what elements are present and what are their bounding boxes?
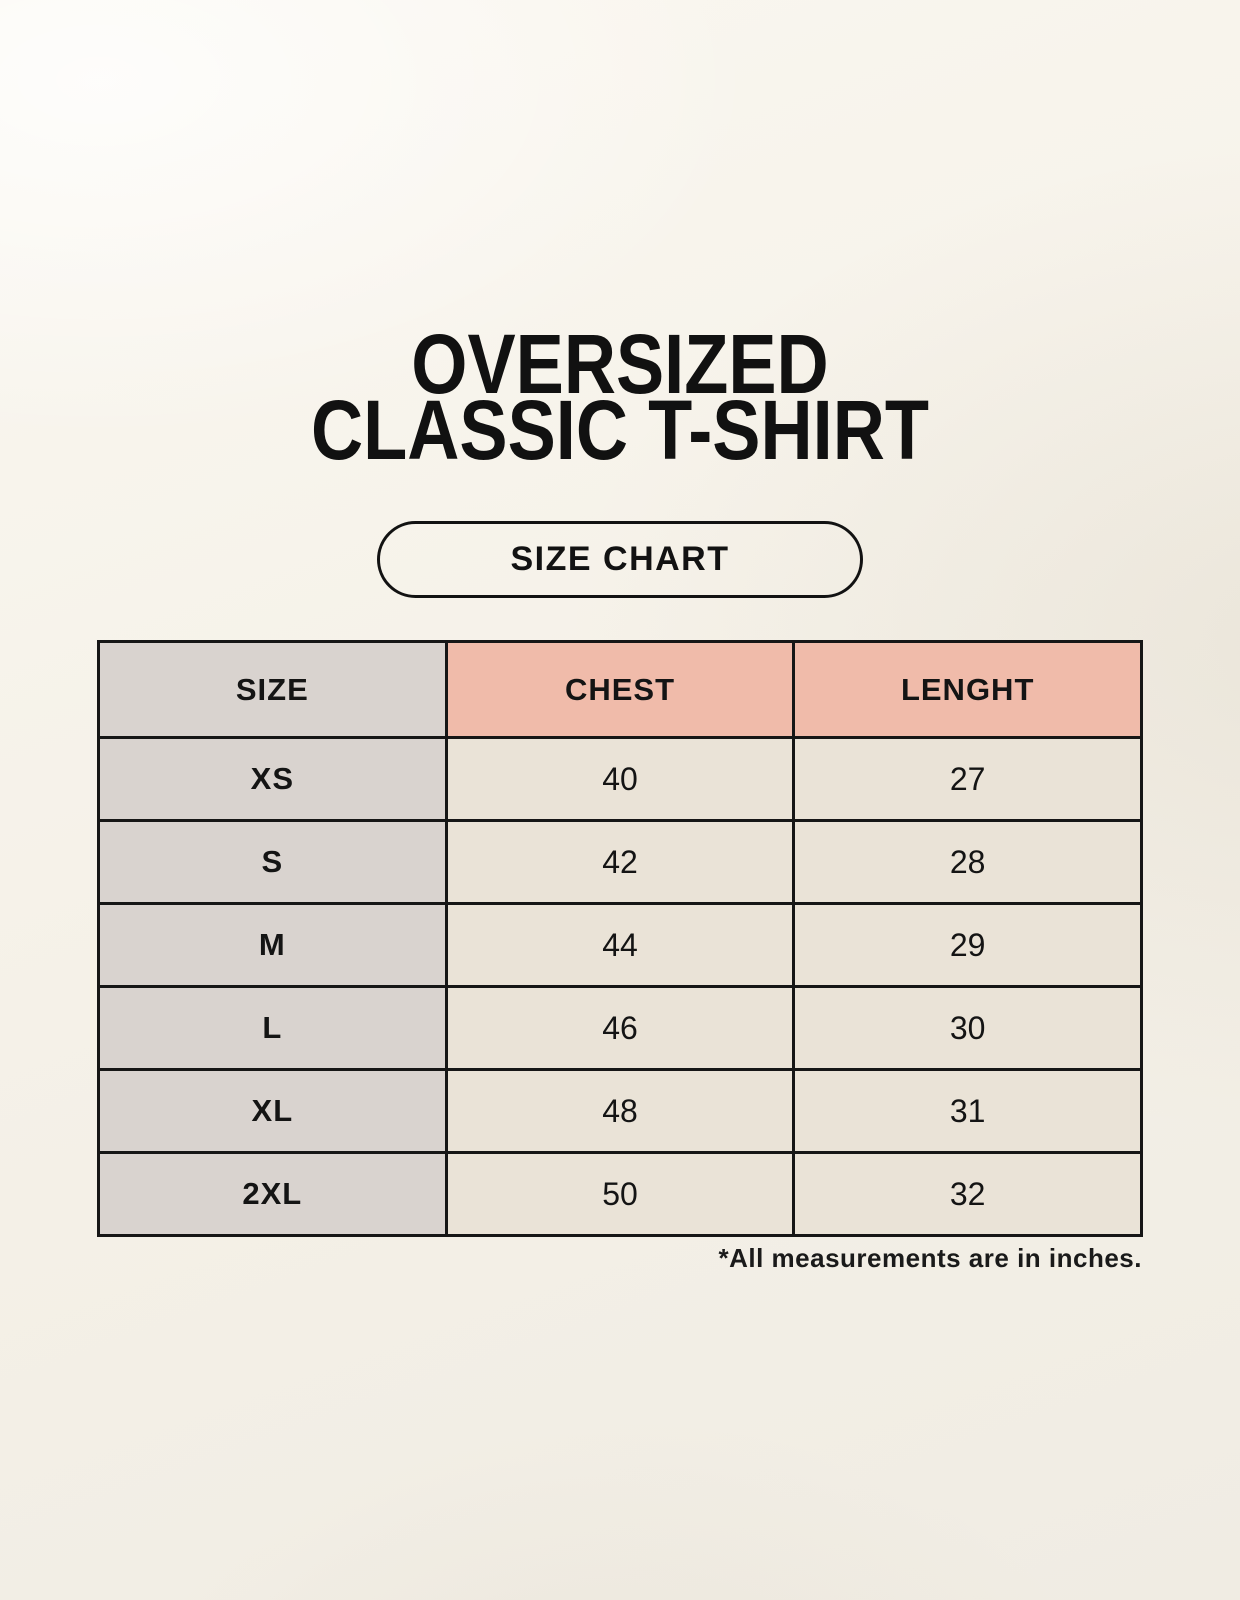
table-row: XL 48 31 [97, 1068, 1143, 1154]
length-value-cell: 28 [792, 819, 1143, 905]
chest-value-cell: 44 [444, 902, 796, 988]
measurements-footnote: *All measurements are in inches. [718, 1243, 1142, 1273]
length-value-cell: 31 [792, 1068, 1143, 1154]
chest-value-cell: 50 [444, 1151, 796, 1237]
table-row: 2XL 50 32 [97, 1151, 1143, 1237]
length-value-cell: 29 [792, 902, 1143, 988]
size-chart-button-label: SIZE CHART [510, 540, 730, 578]
size-label-cell: 2XL [97, 1151, 448, 1237]
size-chart-button[interactable]: SIZE CHART [377, 521, 863, 598]
table-row: L 46 30 [97, 985, 1143, 1071]
size-label-cell: XS [97, 736, 448, 822]
column-header-size: SIZE [97, 640, 448, 739]
table-header-row: SIZE CHEST LENGHT [97, 640, 1143, 739]
size-chart-table-container: SIZE CHEST LENGHT XS 40 27 S 42 28 M 44 … [97, 640, 1143, 1237]
size-label-cell: L [97, 985, 448, 1071]
page-title-line-2: CLASSIC T-SHIRT [310, 383, 930, 477]
table-row: XS 40 27 [97, 736, 1143, 822]
chest-value-cell: 46 [444, 985, 796, 1071]
size-label-cell: M [97, 902, 448, 988]
column-header-length: LENGHT [792, 640, 1143, 739]
length-value-cell: 30 [792, 985, 1143, 1071]
size-chart-table: SIZE CHEST LENGHT XS 40 27 S 42 28 M 44 … [97, 640, 1143, 1237]
size-label-cell: XL [97, 1068, 448, 1154]
length-value-cell: 32 [792, 1151, 1143, 1237]
length-value-cell: 27 [792, 736, 1143, 822]
chest-value-cell: 42 [444, 819, 796, 905]
page-title: OVERSIZED CLASSIC T-SHIRT [87, 317, 1153, 477]
table-row: M 44 29 [97, 902, 1143, 988]
table-row: S 42 28 [97, 819, 1143, 905]
chest-value-cell: 40 [444, 736, 796, 822]
size-label-cell: S [97, 819, 448, 905]
page-title-line-1: OVERSIZED [411, 317, 829, 411]
chest-value-cell: 48 [444, 1068, 796, 1154]
column-header-chest: CHEST [444, 640, 796, 739]
